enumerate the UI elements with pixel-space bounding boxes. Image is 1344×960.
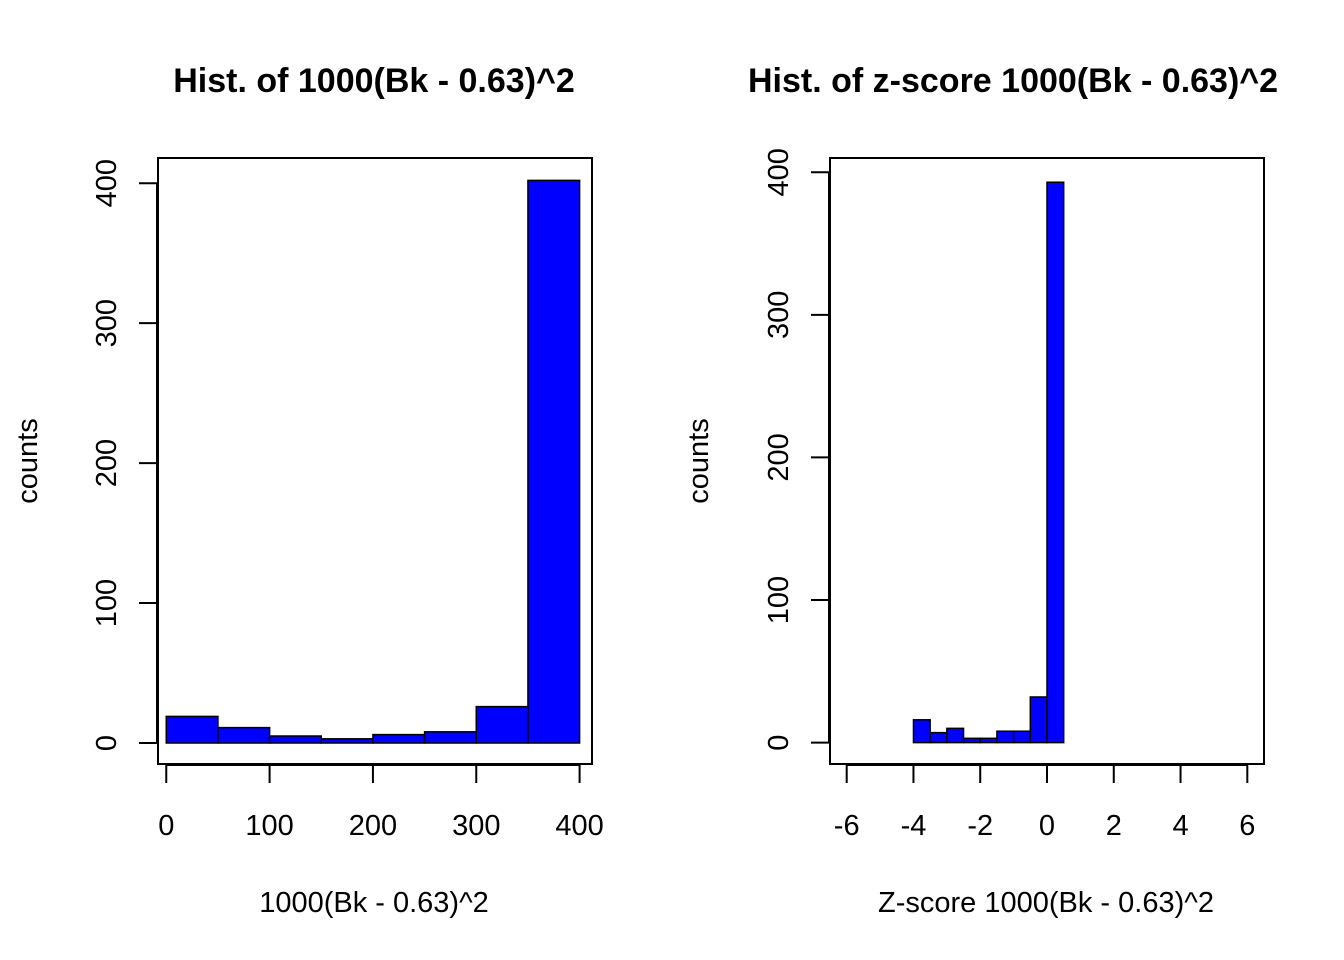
chart-left-bar-7	[527, 179, 581, 744]
chart-right-y-tick-label: 300	[763, 291, 795, 339]
chart-right-y-tick-label: 0	[763, 735, 795, 751]
chart-left-bar-5	[423, 731, 478, 744]
chart-left-bar-1	[217, 726, 271, 744]
chart-right-y-tick-label: 100	[763, 576, 795, 624]
chart-right-bars	[912, 181, 1065, 744]
chart-right-y-axis-label: counts	[683, 418, 715, 503]
chart-left-x-axis-label: 1000(Bk - 0.63)^2	[259, 887, 489, 919]
chart-right-x-tick-label: -4	[901, 810, 927, 842]
chart-left: Hist. of 1000(Bk - 0.63)^2 0 100 200 300 400…	[12, 62, 604, 919]
chart-left-x-tick-label: 200	[349, 810, 397, 842]
chart-left-frame	[157, 157, 593, 765]
chart-right-bar-5	[996, 730, 1015, 744]
chart-right-y-axis: 0 100 200 300 400	[763, 148, 830, 751]
chart-right-bar-1	[929, 731, 948, 744]
chart-left-y-tick-label: 400	[91, 159, 123, 207]
chart-right-x-tick-label: -6	[834, 810, 860, 842]
chart-right-bar-0	[912, 719, 931, 744]
chart-right: Hist. of z-score 1000(Bk - 0.63)^2 -6 -4-…	[683, 62, 1278, 919]
chart-left-y-tick-label: 100	[91, 579, 123, 627]
chart-left-y-axis: 0 100 200 300 400	[91, 159, 158, 751]
chart-right-bar-7	[1029, 696, 1048, 744]
chart-right-y-tick-label: 200	[763, 433, 795, 481]
chart-left-x-axis: 0 100 200 300 400	[158, 764, 604, 842]
chart-right-title: Hist. of z-score 1000(Bk - 0.63)^2	[748, 62, 1278, 100]
chart-left-bar-2	[268, 735, 323, 744]
chart-right-x-tick-label: 0	[1039, 810, 1055, 842]
chart-right-x-tick-label: -2	[967, 810, 993, 842]
chart-right-bar-4	[979, 737, 998, 744]
chart-right-bar-2	[946, 727, 965, 744]
chart-right-x-axis-label: Z-score 1000(Bk - 0.63)^2	[878, 887, 1214, 919]
chart-left-bar-4	[372, 733, 426, 744]
chart-left-x-tick-label: 300	[452, 810, 500, 842]
chart-left-bars	[165, 179, 581, 744]
chart-right-x-tick-label: 2	[1106, 810, 1122, 842]
chart-left-x-tick-label: 100	[245, 810, 293, 842]
chart-right-bar-8	[1046, 181, 1065, 744]
chart-left-y-tick-label: 0	[91, 735, 123, 751]
chart-right-x-axis: -6 -4 -2 0 2 4 6	[834, 764, 1255, 842]
chart-right-x-tick-label: 4	[1172, 810, 1188, 842]
chart-right-y-tick-label: 400	[763, 148, 795, 196]
chart-left-bar-3	[320, 738, 374, 744]
chart-left-bar-6	[475, 705, 529, 744]
chart-right-bar-6	[1012, 730, 1032, 744]
chart-left-title: Hist. of 1000(Bk - 0.63)^2	[173, 62, 575, 100]
chart-left-x-tick-label: 400	[555, 810, 603, 842]
chart-left-bar-0	[165, 715, 219, 744]
chart-right-x-tick-label: 6	[1239, 810, 1255, 842]
chart-left-y-tick-label: 200	[91, 439, 123, 487]
chart-left-x-tick-label: 0	[158, 810, 174, 842]
chart-right-bar-3	[962, 737, 981, 744]
chart-left-y-axis-label: counts	[12, 418, 44, 503]
chart-left-y-tick-label: 300	[91, 299, 123, 347]
